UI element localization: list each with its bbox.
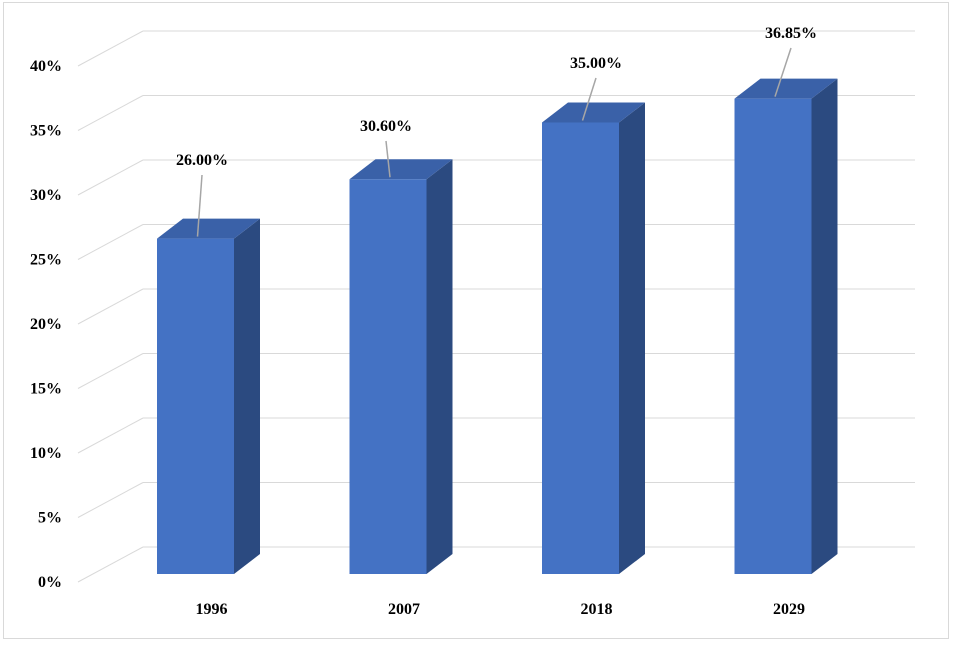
- bar-1996: [157, 238, 234, 574]
- data-label: 30.60%: [360, 118, 412, 135]
- bar-side-1996: [234, 218, 260, 574]
- y-tick-label: 20%: [30, 316, 62, 333]
- data-label: 35.00%: [570, 55, 622, 72]
- x-category-label: 2018: [581, 601, 613, 618]
- x-axis-categories: 1996 2007 2018 2029: [196, 601, 806, 618]
- y-tick-label: 15%: [30, 381, 62, 398]
- y-tick-label: 0%: [38, 574, 62, 591]
- bar-side-2007: [426, 159, 453, 574]
- x-category-label: 2007: [388, 601, 420, 618]
- bars: [157, 78, 838, 574]
- gridline-side: [77, 417, 144, 454]
- y-tick-label: 30%: [30, 187, 62, 204]
- gridline-side: [77, 159, 144, 196]
- bar-side-2018: [619, 102, 645, 574]
- bar-top-2007: [349, 159, 453, 180]
- x-category-label: 2029: [773, 601, 805, 618]
- leader-line: [385, 140, 391, 178]
- gridline-side: [77, 224, 144, 260]
- gridline-side: [77, 482, 144, 518]
- leader-line: [196, 174, 203, 237]
- y-axis-ticks: 0% 5% 10% 15% 20% 25% 30% 35% 40%: [30, 58, 62, 591]
- bar-side-2029: [811, 78, 838, 574]
- data-label: 36.85%: [765, 25, 817, 42]
- gridline-side: [77, 30, 144, 67]
- bar-top-1996: [157, 218, 260, 239]
- bar-top-2018: [542, 102, 645, 123]
- data-labels: 26.00% 30.60% 35.00% 36.85%: [176, 25, 817, 237]
- y-tick-label: 5%: [38, 510, 62, 527]
- y-tick-label: 25%: [30, 252, 62, 269]
- bar-2018: [542, 122, 619, 574]
- data-label: 26.00%: [176, 152, 228, 169]
- bar-2007: [349, 179, 427, 574]
- leader-line: [774, 47, 792, 97]
- gridline-side: [77, 95, 144, 131]
- y-tick-label: 10%: [30, 445, 62, 462]
- gridline-side: [77, 288, 144, 325]
- y-tick-label: 35%: [30, 123, 62, 140]
- bar-top-2029: [734, 78, 838, 99]
- x-category-label: 1996: [196, 601, 228, 618]
- bar-2029: [734, 98, 812, 574]
- gridline-side: [77, 353, 144, 389]
- y-tick-label: 40%: [30, 58, 62, 75]
- gridline-side: [77, 546, 144, 583]
- leader-line: [581, 77, 597, 121]
